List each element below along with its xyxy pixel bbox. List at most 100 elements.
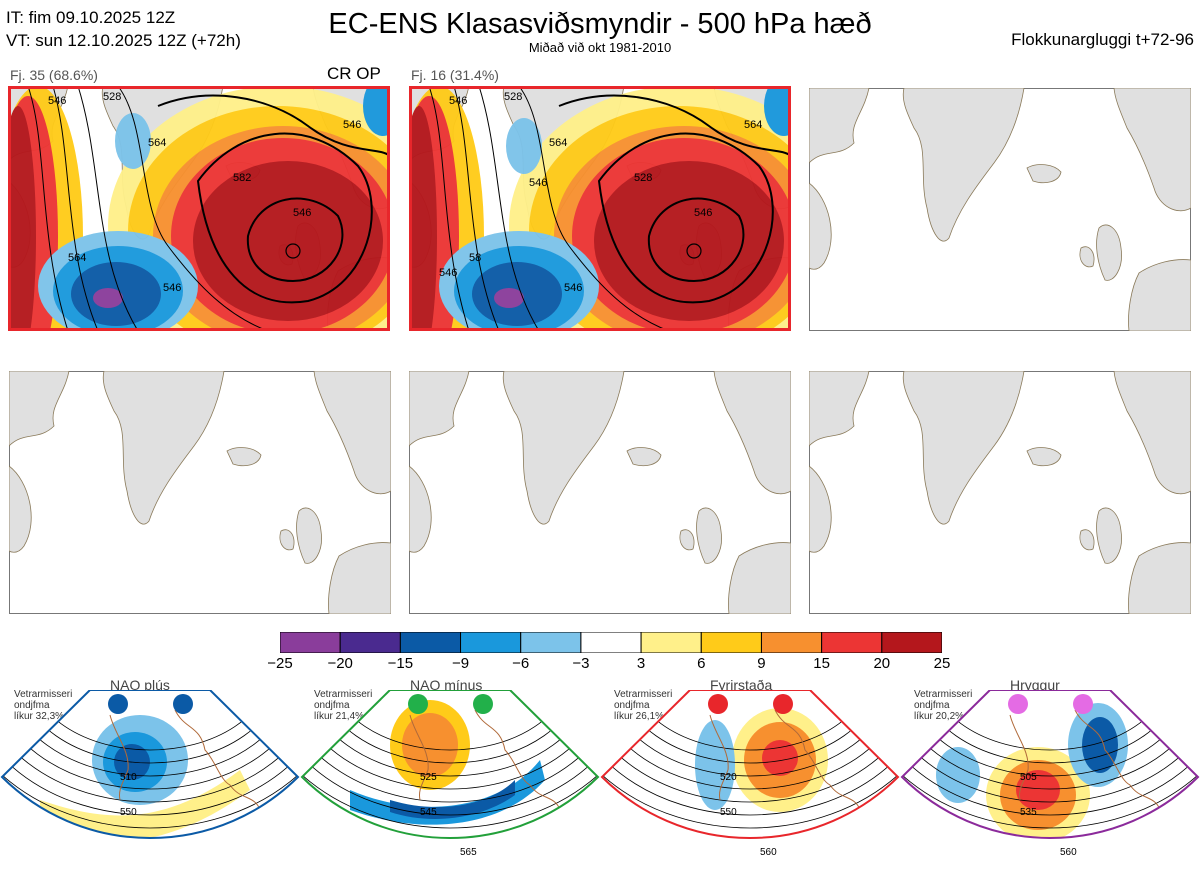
- regime-contour-label: 535: [1020, 807, 1037, 818]
- landmass: [902, 88, 1025, 242]
- colorbar-bin: [339, 631, 401, 654]
- contour-line: [52, 86, 99, 331]
- regime-contour: [902, 690, 1198, 816]
- colorbar-bin: [881, 631, 943, 654]
- contour-label: 564: [68, 252, 86, 264]
- landmass: [1128, 259, 1191, 331]
- landmass: [279, 529, 295, 551]
- contour-label: 546: [343, 119, 361, 131]
- regime-frame: [600, 689, 900, 840]
- regime-contour: [602, 690, 898, 829]
- regime-note: Vetrarmisseri ondjfma líkur 21,4%: [314, 689, 373, 722]
- contour-label: 528: [103, 91, 121, 103]
- landmass: [809, 182, 832, 270]
- landmass: [226, 447, 262, 467]
- landmass: [1113, 88, 1191, 212]
- regime-contour: [2, 690, 298, 829]
- regime-title: Fyrirstaða: [710, 677, 773, 693]
- regime-fan: 505 535 560: [900, 689, 1200, 876]
- contour-line: [246, 197, 344, 283]
- landmass: [902, 371, 1025, 525]
- landmass: [696, 507, 722, 564]
- regime-fan: 510 550: [0, 689, 300, 876]
- contour-label: 564: [744, 119, 762, 131]
- regime-contour-label: 560: [760, 847, 777, 858]
- contour-line: [647, 197, 745, 283]
- contour-center: [686, 243, 702, 259]
- landmass: [1079, 246, 1095, 268]
- colorbar-tick-label: −25: [267, 655, 293, 672]
- regime-contour: [602, 690, 898, 816]
- land-layer: [9, 371, 391, 614]
- regime-contour: [302, 690, 598, 803]
- colorbar-tick-label: 15: [813, 655, 830, 672]
- landmass: [809, 371, 870, 447]
- land-layer: [809, 371, 1191, 614]
- regime-contour-label: 550: [120, 807, 137, 818]
- page-subtitle: Miðað við okt 1981-2010: [528, 40, 672, 55]
- landmass: [409, 371, 470, 447]
- regime-coastline: [474, 709, 561, 811]
- colorbar-tick-label: 25: [933, 655, 951, 672]
- regime-anomaly: [40, 770, 250, 839]
- contour-label: 546: [449, 95, 467, 107]
- landmass: [679, 529, 695, 551]
- contour-label: 528: [504, 91, 522, 103]
- regime-fan: 520 550 560: [600, 689, 900, 876]
- regime-frame: [0, 689, 300, 840]
- regime-note: Vetrarmisseri ondjfma líkur 20,2%: [914, 689, 973, 722]
- regime-dot: [473, 694, 493, 714]
- landmass: [713, 371, 791, 495]
- regime-note: Vetrarmisseri ondjfma líkur 32,3%: [14, 689, 73, 722]
- landmass: [1113, 371, 1191, 495]
- regime-dot: [1008, 694, 1028, 714]
- contour-line: [27, 86, 69, 331]
- cluster-frame: [8, 86, 390, 331]
- contour-label: 546: [564, 282, 582, 294]
- regime-dot: [773, 694, 793, 714]
- landmass: [809, 88, 870, 164]
- colorbar-tick-label: −6: [512, 655, 530, 672]
- contour-line: [77, 86, 139, 331]
- regime-anomaly: [1015, 852, 1045, 862]
- colorbar-tick-label: 20: [873, 655, 891, 672]
- empty-map-4: [9, 371, 391, 614]
- regime-contour-label: 510: [120, 772, 137, 783]
- landmass: [1096, 224, 1122, 281]
- contour-line: [428, 86, 470, 331]
- anomaly-plus20: [193, 161, 383, 321]
- contour-line: [196, 132, 373, 304]
- regime-contour-label: 545: [420, 807, 437, 818]
- colorbar-bin: [760, 631, 823, 654]
- regime-anomaly: [1082, 717, 1118, 773]
- landmass: [296, 507, 322, 564]
- anomaly-minus25: [93, 288, 123, 308]
- contour-label: 582: [233, 172, 251, 184]
- contour-line: [558, 94, 791, 157]
- colorbar-tick-label: 9: [757, 655, 766, 672]
- regime-coastline: [174, 709, 261, 811]
- regime-title: NAO plús: [110, 677, 170, 693]
- colorbar-bin: [580, 631, 642, 654]
- contour-label: 528: [634, 172, 652, 184]
- regime-contour: [902, 690, 1198, 803]
- landmass: [1026, 164, 1062, 184]
- regime-title: NAO mínus: [410, 677, 483, 693]
- colorbar-bin: [520, 631, 582, 654]
- regime-contour: [302, 690, 598, 829]
- landmass: [9, 371, 70, 447]
- colorbar-tick-label: 6: [697, 655, 706, 672]
- regime-anomaly: [390, 780, 515, 819]
- regime-coastline: [709, 714, 729, 801]
- anomaly-west-plus20: [8, 106, 36, 331]
- contour-line: [478, 86, 540, 331]
- height-contours: [27, 86, 390, 331]
- regime-contour-label: 520: [720, 772, 737, 783]
- regime-contour: [2, 690, 298, 803]
- regime-anomaly: [402, 713, 458, 777]
- regime-contour: [602, 690, 898, 803]
- regime-dot: [708, 694, 728, 714]
- contour-label: 546: [529, 177, 547, 189]
- regime-frame: [900, 689, 1200, 840]
- contour-center: [285, 243, 301, 259]
